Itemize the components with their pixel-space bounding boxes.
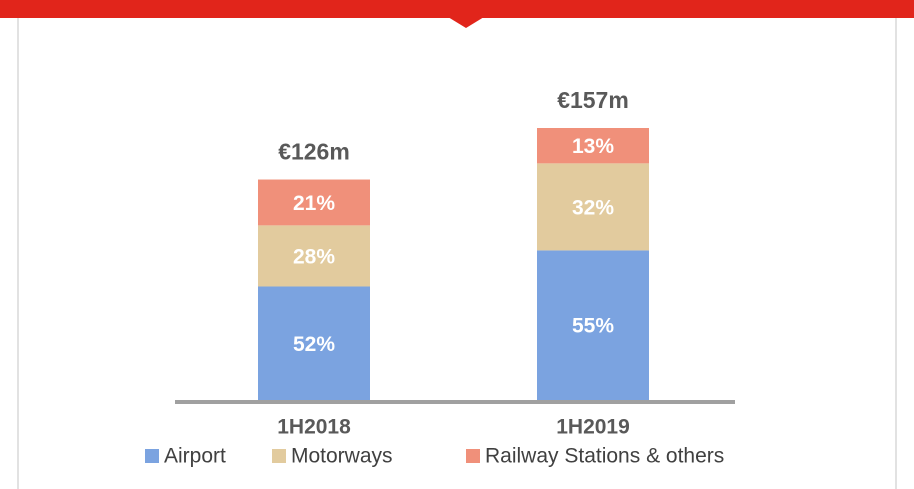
header-bar — [0, 0, 914, 18]
segment-label: 21% — [293, 192, 335, 215]
bar-segment — [537, 163, 649, 251]
segment-label: 28% — [293, 245, 335, 268]
legend-label: Railway Stations & others — [485, 445, 724, 468]
x-tick-label: 1H2019 — [556, 416, 630, 439]
header-pointer — [448, 17, 484, 28]
segment-label: 52% — [293, 333, 335, 356]
legend-swatch — [145, 449, 159, 463]
total-label: €126m — [278, 139, 350, 165]
legend-label: Airport — [164, 445, 226, 468]
legend-swatch — [466, 449, 480, 463]
total-label: €157m — [557, 87, 629, 113]
bar-segment — [537, 128, 649, 164]
legend-label: Motorways — [291, 445, 393, 468]
bar-segment — [537, 250, 649, 400]
segment-label: 13% — [572, 135, 614, 158]
segment-label: 55% — [572, 315, 614, 338]
x-tick-label: 1H2018 — [277, 416, 351, 439]
bar-segment — [258, 225, 370, 287]
bar-segment — [258, 179, 370, 226]
segment-label: 32% — [572, 196, 614, 219]
bar-segment — [258, 286, 370, 400]
legend-swatch — [272, 449, 286, 463]
